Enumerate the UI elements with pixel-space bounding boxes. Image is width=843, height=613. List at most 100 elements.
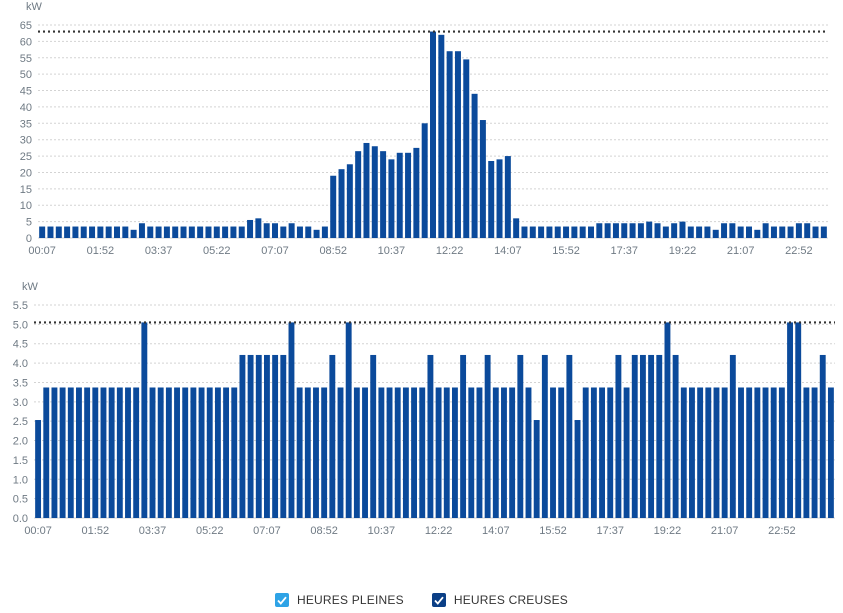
bottom-chart-xtick-label: 08:52: [310, 525, 338, 537]
top-chart-bar: [272, 223, 278, 238]
bottom-chart-bar: [509, 387, 516, 518]
bottom-chart-ytick-label: 2.0: [13, 436, 28, 448]
bottom-chart-bar: [304, 387, 311, 518]
top-chart-bar: [363, 142, 370, 238]
bottom-chart-bar: [59, 387, 66, 518]
bottom-chart-bar: [149, 387, 156, 518]
checkbox-heures-pleines[interactable]: [274, 593, 289, 607]
top-chart-bar: [754, 229, 761, 238]
top-chart-ytick-label: 0: [26, 233, 32, 245]
bottom-chart-ytick-label: 4.5: [13, 339, 28, 351]
bottom-chart-bar: [92, 387, 99, 518]
top-chart-bar: [330, 175, 337, 238]
bottom-chart-bar: [680, 387, 687, 518]
bottom-chart-bar: [174, 387, 180, 518]
bottom-chart-xtick-label: 07:07: [253, 525, 281, 537]
bottom-chart-bar: [411, 387, 418, 518]
top-chart-bar: [604, 223, 611, 238]
top-chart-bar: [371, 146, 378, 238]
top-chart-bar: [812, 226, 819, 238]
top-chart-bar: [446, 51, 453, 238]
bottom-chart-bar: [787, 322, 793, 518]
top-chart-bar: [621, 223, 628, 238]
top-chart-bar: [288, 223, 295, 238]
top-chart-unit-label: kW: [26, 1, 43, 13]
bottom-chart-bar: [558, 387, 565, 518]
bottom-chart-ytick-label: 2.5: [13, 416, 28, 428]
bottom-chart-bar: [223, 387, 230, 518]
bottom-chart-bar: [264, 354, 270, 518]
top-chart-bar: [47, 226, 54, 238]
bottom-chart-xtick-label: 15:52: [539, 525, 567, 537]
bottom-chart-bar: [656, 354, 663, 518]
bottom-chart-bar: [345, 322, 352, 518]
top-chart-bar: [770, 226, 777, 238]
top-chart-bar: [39, 226, 46, 238]
bottom-chart-xtick-label: 10:37: [368, 525, 396, 537]
top-chart-ytick-label: 45: [20, 86, 32, 98]
bottom-chart-bar: [206, 387, 213, 518]
bottom-chart-bar: [313, 387, 319, 518]
bottom-chart-bar: [247, 354, 254, 518]
top-chart-bar: [687, 226, 694, 238]
bottom-chart-bar: [141, 322, 148, 518]
top-chart-ytick-label: 25: [20, 151, 32, 163]
top-chart-bar: [629, 223, 636, 238]
bottom-chart-bar: [697, 387, 704, 518]
chart-power-top-svg: kW 0 5 10 15 20 25 30 35 40 45 50 55 60 65 00:07 01:52 03…: [20, 1, 828, 257]
bottom-chart-bar: [116, 387, 123, 518]
bottom-chart-ytick-label: 1.5: [13, 455, 28, 467]
top-chart-bar: [662, 226, 669, 238]
bottom-chart-bar: [672, 354, 679, 518]
top-chart-bar: [430, 31, 436, 238]
top-chart-bar: [454, 51, 461, 238]
bottom-chart-xtick-label: 14:07: [482, 525, 510, 537]
legend-heures-pleines[interactable]: HEURES PLEINES: [274, 593, 404, 607]
top-chart-bar: [380, 151, 387, 238]
top-chart-bar: [554, 226, 561, 238]
top-chart-bar: [213, 226, 220, 238]
top-chart-bar: [654, 223, 661, 238]
bottom-chart-bar: [746, 387, 753, 518]
top-chart-ytick-label: 50: [20, 69, 32, 81]
top-chart-bar: [321, 226, 328, 238]
top-chart-bar: [255, 218, 262, 238]
bottom-chart-xtick-label: 00:07: [24, 525, 52, 537]
bottom-chart-bar: [451, 387, 458, 518]
top-chart-ytick-label: 5: [26, 217, 32, 229]
bottom-chart-bar: [582, 387, 589, 518]
top-chart-bar: [579, 226, 586, 238]
top-chart-ytick-label: 15: [20, 184, 32, 196]
top-chart-bar: [188, 226, 195, 238]
bottom-chart-bar: [272, 354, 279, 518]
top-chart-bar: [479, 120, 486, 238]
top-chart-xtick-label: 00:07: [28, 245, 56, 257]
bottom-chart-bar: [239, 354, 246, 518]
top-chart-bar: [89, 226, 96, 238]
top-chart-bar: [504, 156, 511, 238]
bottom-chart-bar: [288, 322, 295, 518]
bottom-chart-bar: [108, 387, 115, 518]
bottom-chart-ytick-label: 3.5: [13, 377, 28, 389]
bottom-chart-bar: [198, 387, 205, 518]
top-chart-bar: [230, 226, 237, 238]
chart-power-bottom: kW 0.0 0.5 1.0 1.5 2.0 2.5 3.0 3.5 4.0 4.5 5.0 5.5 00…: [0, 280, 843, 550]
checkbox-heures-creuses[interactable]: [431, 593, 446, 607]
bottom-chart-bar: [615, 354, 622, 518]
top-chart-xtick-label: 01:52: [87, 245, 115, 257]
legend-heures-creuses[interactable]: HEURES CREUSES: [431, 593, 568, 607]
bottom-chart-bar: [190, 387, 197, 518]
top-chart-ytick-label: 65: [20, 20, 32, 32]
bottom-chart-ytick-label: 0.5: [13, 494, 28, 506]
top-chart-bar: [746, 226, 752, 238]
top-chart-bar: [679, 221, 686, 238]
top-chart-bar: [64, 226, 71, 238]
top-chart-bar: [205, 226, 212, 238]
bottom-chart-bar: [182, 387, 189, 518]
top-chart-bar: [80, 226, 87, 238]
top-chart-bar: [529, 226, 536, 238]
top-chart-xtick-label: 22:52: [785, 245, 813, 257]
top-chart-bar: [721, 223, 728, 238]
bottom-chart-bar: [378, 387, 385, 518]
bottom-chart-bar: [255, 354, 262, 518]
